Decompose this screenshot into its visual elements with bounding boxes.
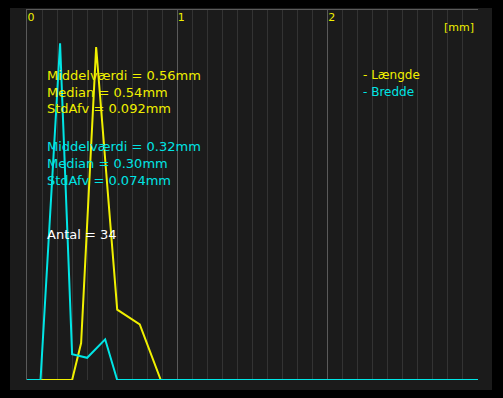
svg-text:1: 1 xyxy=(178,12,185,25)
svg-text:StdAfv = 0.092mm: StdAfv = 0.092mm xyxy=(47,101,171,116)
svg-text:- Bredde: - Bredde xyxy=(363,85,414,99)
svg-text:Middelværdi = 0.56mm: Middelværdi = 0.56mm xyxy=(47,68,201,83)
svg-text:0: 0 xyxy=(28,12,35,25)
svg-text:2: 2 xyxy=(328,12,335,25)
svg-text:Middelværdi = 0.32mm: Middelværdi = 0.32mm xyxy=(47,139,201,154)
svg-text:Median = 0.54mm: Median = 0.54mm xyxy=(47,85,168,100)
svg-text:- Længde: - Længde xyxy=(363,68,420,82)
svg-text:[mm]: [mm] xyxy=(444,21,474,34)
svg-text:Antal = 34: Antal = 34 xyxy=(47,227,117,242)
svg-text:StdAfv = 0.074mm: StdAfv = 0.074mm xyxy=(47,173,171,188)
svg-text:Median = 0.30mm: Median = 0.30mm xyxy=(47,156,168,171)
